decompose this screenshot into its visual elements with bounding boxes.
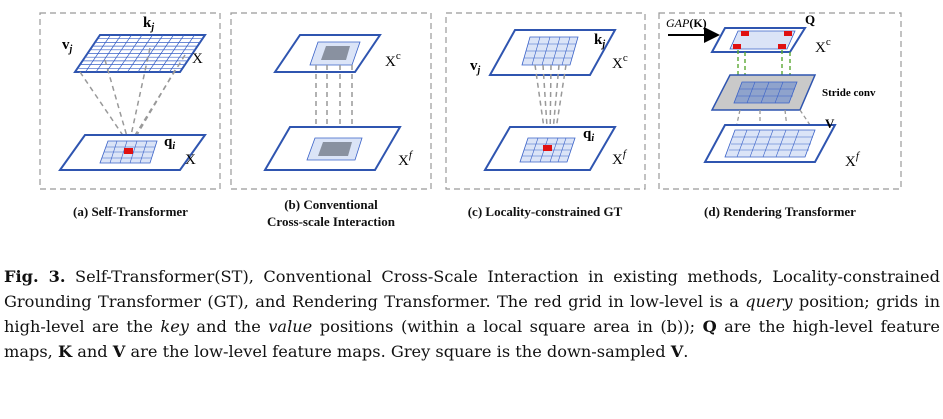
fine-grey [318,142,352,156]
caption-text-1: Self-Transformer(ST), Conventional Cross… [4,267,941,311]
label-x-bot: X [185,152,196,168]
panel-c: kj vj Xc qi Xf [470,29,628,171]
label-k: kj [594,32,605,50]
caption-value: value [268,317,313,336]
grid-line [169,34,195,73]
caption-text-2: position; grids in high-level are the [4,292,940,336]
panel-b-caption-line2: Cross-scale Interaction [267,214,395,229]
caption-K: K [57,342,73,361]
panel-a-caption: (a) Self-Transformer [73,204,188,219]
caption-text-3: and the [188,317,269,336]
q-corner-cells [733,31,792,49]
panel-a-frame [39,12,221,190]
caption-V2: V [670,342,684,361]
panel-b-caption: (b) Conventional Cross-scale Interaction [241,196,421,230]
caption-text-6: and [72,342,113,361]
caption-query: query [745,292,793,311]
fig-label: Fig. 3. [4,267,66,286]
label-xc: Xc [815,36,831,56]
label-k: kj [143,15,154,33]
panel-b: Xc Xf [263,34,414,171]
key-local-gridlines [524,36,576,66]
grid-line [158,34,185,73]
key-grid [77,34,203,73]
label-Q: Q [805,12,815,27]
caption-text-5: are the high-level feature maps, [4,317,941,361]
panel-b-caption-line1: (b) Conventional [284,197,378,212]
caption-Q: Q [702,317,717,336]
label-q: qi [583,126,594,144]
grid-line [137,34,164,73]
label-x-top: X [192,51,203,67]
label-stride: Stride conv [822,87,876,99]
caption-text-7: are the low-level feature maps. Grey squ… [125,342,671,361]
label-v: vj [470,58,481,76]
panel-d: GAP(K) Q Xc Stride conv V Xf [666,12,876,170]
query-cell [543,145,552,151]
caption-key: key [160,317,189,336]
label-xf: Xf [845,150,861,170]
panel-c-frame [445,12,646,190]
label-xf: Xf [398,149,414,169]
caption-text-4: positions (within a local square area in… [312,317,703,336]
label-xc: Xc [612,52,628,72]
label-v: vj [62,37,73,55]
label-q: qi [164,134,175,152]
panel-b-frame [230,12,432,190]
caption-V: V [112,342,126,361]
panel-c-caption: (c) Locality-constrained GT [467,204,623,219]
v-gridlines [729,129,813,158]
grid-line [148,34,174,73]
stride-grid [733,81,798,104]
query-cell [124,148,133,154]
figure-diagram: kj vj X qi X Xc Xf [39,12,902,190]
label-xc: Xc [385,50,401,70]
label-V: V [825,116,835,131]
coarse-grey [321,46,350,60]
label-xf: Xf [612,148,628,168]
stride-gridlines [737,81,795,104]
figure-caption: Fig. 3. Self-Transformer(ST), Convention… [4,264,940,364]
panel-d-frame [658,12,902,190]
caption-text-8: . [683,342,689,361]
attention-lines [79,47,186,141]
panel-a: kj vj X qi X [58,15,207,171]
panel-d-caption: (d) Rendering Transformer [704,204,856,219]
label-gap: GAP(K) [666,16,707,30]
